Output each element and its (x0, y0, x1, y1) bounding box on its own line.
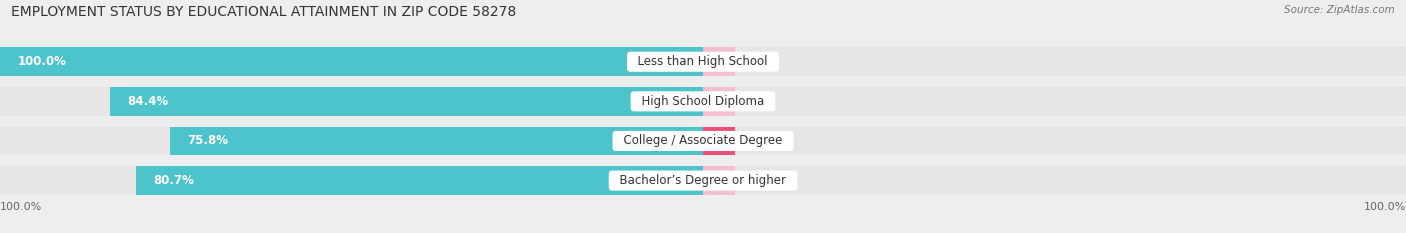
Bar (135, 166, 703, 195)
Text: 84.4%: 84.4% (127, 95, 169, 108)
Text: EMPLOYMENT STATUS BY EDUCATIONAL ATTAINMENT IN ZIP CODE 58278: EMPLOYMENT STATUS BY EDUCATIONAL ATTAINM… (11, 5, 516, 19)
Text: 100.0%: 100.0% (0, 202, 42, 212)
Text: 75.8%: 75.8% (188, 134, 229, 147)
Bar (170, 127, 703, 155)
Text: 1.7%: 1.7% (745, 95, 775, 108)
Bar (110, 87, 703, 116)
Text: Less than High School: Less than High School (630, 55, 776, 68)
Text: Bachelor’s Degree or higher: Bachelor’s Degree or higher (612, 174, 794, 187)
Bar (703, 166, 734, 195)
Text: 80.7%: 80.7% (153, 174, 194, 187)
Text: High School Diploma: High School Diploma (634, 95, 772, 108)
Bar (703, 48, 734, 76)
Text: Source: ZipAtlas.com: Source: ZipAtlas.com (1284, 5, 1395, 15)
Bar (0, 48, 703, 76)
Bar (703, 87, 734, 116)
Text: 100.0%: 100.0% (17, 55, 66, 68)
Text: 100.0%: 100.0% (1364, 202, 1406, 212)
Bar (0, 127, 1406, 155)
Bar (0, 166, 1406, 195)
Bar (703, 127, 734, 155)
Bar (0, 48, 1406, 76)
Bar (0, 87, 1406, 116)
Text: 0.0%: 0.0% (745, 174, 775, 187)
Text: 4.1%: 4.1% (745, 134, 775, 147)
Text: College / Associate Degree: College / Associate Degree (616, 134, 790, 147)
Text: 0.0%: 0.0% (745, 55, 775, 68)
